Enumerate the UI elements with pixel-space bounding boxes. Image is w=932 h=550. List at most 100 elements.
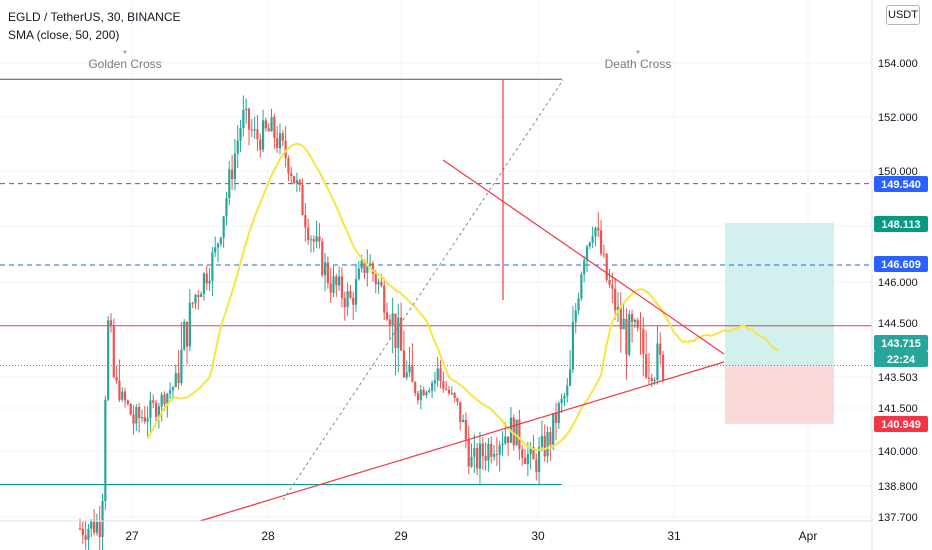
candle-body	[599, 230, 603, 254]
candle-body	[416, 393, 420, 401]
sma-line	[146, 142, 780, 452]
candle-body	[532, 447, 535, 460]
candle-body	[281, 133, 284, 141]
candle-body	[597, 227, 600, 231]
candle-body	[312, 239, 315, 242]
candle-body	[546, 432, 549, 457]
candle-body	[250, 129, 253, 131]
candle-body	[349, 291, 352, 298]
chart-annotations: Golden Cross*Death Cross*	[88, 49, 671, 71]
candle-body	[402, 350, 406, 378]
candle-body	[487, 444, 490, 461]
candle-body	[295, 180, 298, 184]
horizontal-lines	[0, 78, 872, 486]
candle-body	[453, 392, 456, 399]
price-tag-box	[874, 216, 928, 232]
candle-body	[273, 117, 276, 139]
candle-body	[549, 432, 552, 445]
candle-body	[315, 236, 318, 242]
candle-body	[529, 447, 532, 455]
trend-drawings	[199, 79, 725, 522]
time-tick-label: 28	[261, 529, 275, 543]
annotation-marker: *	[123, 49, 127, 60]
time-axis[interactable]: 27 28 29 30 31 Apr	[0, 520, 872, 543]
price-tick-label: 141.500	[878, 403, 918, 415]
candle-body	[138, 406, 141, 419]
candle-body	[656, 343, 659, 380]
candle-body	[498, 445, 501, 455]
candle-body	[459, 401, 462, 422]
candle-body	[132, 414, 135, 424]
candle-body	[619, 306, 622, 330]
candle-body	[636, 319, 639, 328]
candle-body	[352, 297, 355, 305]
candle-body	[515, 419, 518, 446]
candle-body	[560, 398, 563, 404]
candle-body	[276, 138, 279, 148]
candle-body	[292, 176, 296, 184]
candle-body	[140, 417, 144, 419]
candle-body	[653, 379, 656, 382]
candle-body	[208, 280, 211, 284]
price-axis[interactable]: 154.000152.000150.000148.000146.000144.5…	[871, 0, 918, 550]
candle-body	[422, 389, 425, 396]
candle-body	[554, 412, 558, 424]
candle-body	[239, 127, 242, 141]
candle-body	[183, 321, 186, 350]
candle-body	[264, 120, 267, 129]
candle-body	[616, 306, 620, 311]
triangle-lower-line	[199, 361, 725, 522]
candle-body	[481, 443, 484, 457]
candle-body	[447, 389, 451, 394]
candle-body	[501, 443, 504, 446]
candle-body	[650, 377, 653, 382]
candle-body	[639, 327, 642, 329]
candle-body	[222, 216, 225, 238]
candle-body	[608, 279, 611, 285]
price-tag-box	[874, 416, 928, 432]
candle-body	[552, 412, 555, 445]
annotation-label: Golden Cross	[88, 57, 161, 71]
candle-body	[270, 117, 273, 132]
candle-body	[490, 444, 493, 457]
candle-body	[366, 265, 369, 274]
candle-body	[121, 391, 124, 400]
candle-body	[112, 324, 115, 378]
candle-body	[290, 173, 293, 177]
candle-body	[464, 420, 467, 440]
candle-body	[425, 392, 428, 396]
indicator-label: SMA (close, 50, 200)	[8, 28, 120, 42]
candle-body	[478, 443, 482, 469]
candle-body	[90, 520, 93, 529]
candle-body	[338, 276, 341, 286]
time-tick-label: 29	[394, 529, 408, 543]
candle-body	[526, 454, 529, 464]
candle-body	[247, 108, 251, 130]
candle-body	[335, 276, 338, 286]
candle-body	[388, 319, 391, 325]
currency-button[interactable]: USDT	[886, 5, 920, 25]
triangle-upper-line	[442, 159, 725, 355]
candle-body	[411, 366, 414, 383]
candle-body	[543, 435, 546, 457]
candle-body	[414, 382, 417, 394]
candle-body	[467, 439, 470, 467]
candle-body	[171, 387, 175, 391]
candle-body	[397, 317, 400, 348]
long-position-tool[interactable]	[725, 222, 834, 424]
candle-body	[400, 317, 403, 351]
candle-body	[569, 369, 572, 386]
candle-body	[521, 449, 524, 458]
price-tag-box	[874, 335, 928, 351]
chart-grid	[0, 0, 872, 521]
price-tick-label: 146.000	[878, 277, 918, 289]
candle-body	[428, 390, 431, 393]
candle-body	[433, 380, 436, 384]
price-tag-label: 22:24	[887, 354, 916, 366]
candle-body	[507, 436, 510, 443]
candle-body	[329, 283, 332, 293]
candle-body	[574, 310, 577, 323]
candle-body	[605, 253, 608, 280]
candle-body	[98, 521, 101, 537]
